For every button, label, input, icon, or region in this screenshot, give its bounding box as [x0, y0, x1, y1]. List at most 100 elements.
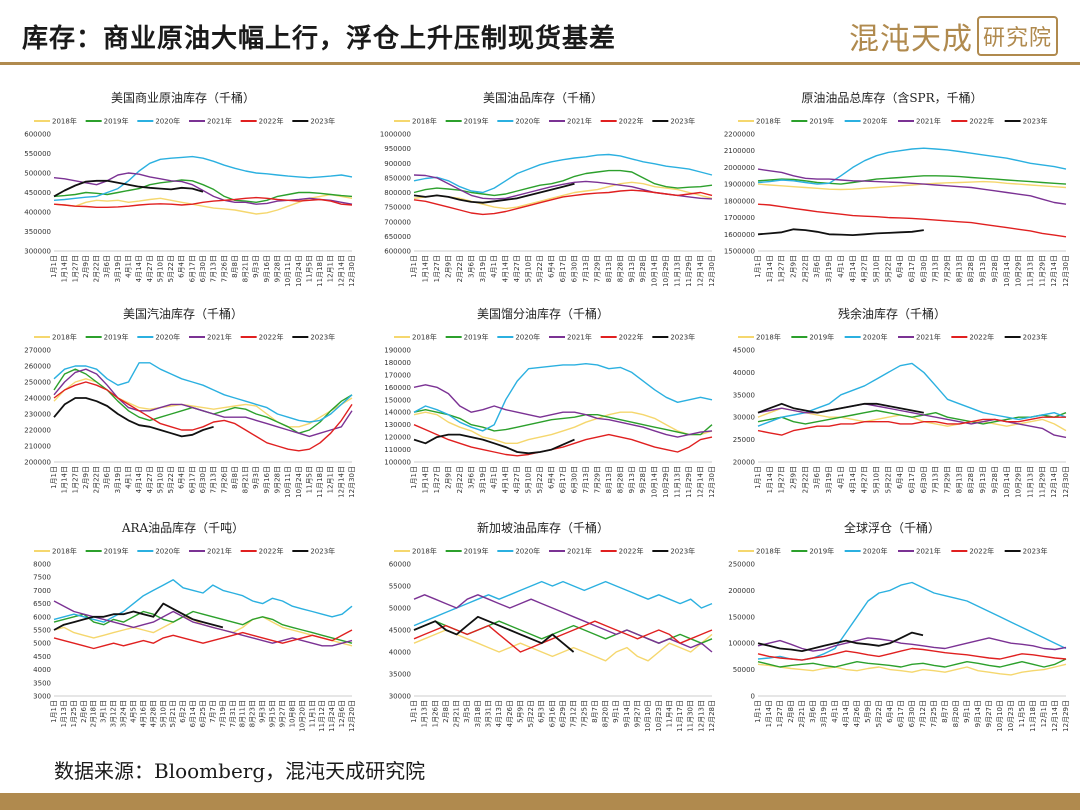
x-tick-label: 11月1日: [308, 700, 316, 727]
x-tick-label: 12月14日: [337, 466, 345, 498]
y-tick-label: 40000: [733, 369, 755, 377]
x-tick-label: 2月9日: [444, 255, 452, 278]
x-tick-label: 3月18日: [474, 700, 482, 727]
chart-svg: 美国商业原油库存（千桶） 2018年 2019年 2020年 2021年 2022年 202…: [24, 90, 356, 287]
legend-label: 2021年: [207, 333, 232, 342]
y-tick-label: 5000: [33, 640, 51, 648]
series-line: [757, 147, 1067, 185]
legend-label: 2020年: [155, 117, 180, 126]
x-tick-label: 7月13日: [210, 255, 218, 282]
series-line: [53, 600, 353, 647]
x-tick-label: 2月22日: [93, 466, 101, 493]
x-tick-label: 12月1日: [327, 255, 335, 282]
legend-label: 2019年: [104, 117, 129, 126]
x-tick-label: 8月7日: [941, 700, 949, 723]
x-tick-label: 4月26日: [853, 700, 861, 727]
x-tick-label: 9月28日: [991, 466, 999, 493]
series-line: [757, 409, 1067, 425]
y-tick-label: 400000: [24, 209, 51, 217]
x-tick-label: 3月19日: [479, 466, 487, 493]
series-line: [413, 580, 713, 627]
legend-label: 2020年: [863, 117, 888, 126]
x-tick-label: 10月14日: [651, 255, 659, 287]
x-tick-label: 12月14日: [1050, 255, 1058, 287]
x-tick-label: 8月28日: [967, 466, 975, 493]
x-tick-label: 5月22日: [167, 255, 175, 282]
chart-panel-5: 美国馏分油库存（千桶） 2018年 2019年 2020年 2021年 2022年 2023…: [368, 302, 718, 512]
x-tick-label: 3月31日: [485, 700, 493, 727]
x-tick-label: 6月4日: [178, 255, 186, 278]
legend-label: 2019年: [464, 333, 489, 342]
header-divider: [0, 62, 1080, 65]
x-tick-label: 1月14日: [766, 466, 774, 493]
series-line: [413, 620, 713, 653]
x-tick-label: 4月1日: [837, 466, 845, 489]
x-tick-label: 10月10日: [644, 700, 652, 732]
series-line: [757, 658, 1067, 668]
y-tick-label: 260000: [24, 363, 51, 371]
x-tick-label: 12月30日: [348, 466, 356, 498]
legend-label: 2022年: [619, 547, 644, 556]
x-tick-label: 3月6日: [103, 466, 111, 489]
x-tick-label: 9月13日: [628, 255, 636, 282]
x-tick-label: 4月14日: [135, 466, 143, 493]
x-tick-label: 1月25日: [70, 700, 78, 727]
x-tick-label: 6月30日: [570, 466, 578, 493]
x-tick-label: 1月14日: [421, 466, 429, 493]
chart-svg: 残余油库存（千桶） 2018年 2019年 2020年 2021年 2022年 2023年 4…: [733, 306, 1070, 498]
y-tick-label: 1000000: [380, 131, 411, 139]
x-tick-label: 5月10日: [156, 466, 164, 493]
x-tick-label: 9月27日: [985, 700, 993, 727]
legend-label: 2020年: [863, 333, 888, 342]
y-tick-label: 250000: [24, 379, 51, 387]
x-tick-label: 2月22日: [456, 255, 464, 282]
x-tick-label: 1月1日: [754, 466, 762, 489]
legend-label: 2021年: [567, 117, 592, 126]
x-tick-label: 9月1日: [963, 700, 971, 723]
x-tick-label: 12月28日: [708, 700, 716, 732]
footer-bar: [0, 793, 1080, 810]
x-tick-label: 11月4日: [665, 700, 673, 727]
x-tick-label: 3月6日: [813, 255, 821, 278]
x-tick-label: 2月9日: [790, 255, 798, 278]
x-tick-label: 9月28日: [639, 466, 647, 493]
y-tick-label: 6000: [33, 613, 51, 621]
x-tick-label: 5月22日: [536, 466, 544, 493]
series-line: [757, 175, 1067, 185]
y-tick-label: 50000: [733, 666, 755, 674]
x-tick-label: 8月21日: [242, 466, 250, 493]
x-tick-label: 9月15日: [269, 700, 277, 727]
chart-panel-9: 全球浮仓（千桶） 2018年 2019年 2020年 2021年 2022年 2023年 25…: [712, 516, 1072, 746]
x-tick-label: 3月6日: [809, 700, 817, 723]
x-tick-label: 1月27日: [776, 700, 784, 727]
chart-svg: 美国馏分油库存（千桶） 2018年 2019年 2020年 2021年 2022年 2023…: [384, 306, 716, 498]
legend-label: 2019年: [104, 547, 129, 556]
x-tick-label: 6月30日: [570, 255, 578, 282]
x-tick-label: 12月30日: [708, 255, 716, 287]
y-tick-label: 8000: [33, 561, 51, 569]
x-tick-label: 2月22日: [801, 255, 809, 282]
y-tick-label: 150000: [384, 396, 411, 404]
logo-seal: 研究院: [976, 16, 1058, 56]
x-tick-label: 6月17日: [559, 466, 567, 493]
x-tick-label: 9月27日: [634, 700, 642, 727]
series-line: [413, 153, 713, 194]
x-tick-label: 9月14日: [974, 700, 982, 727]
x-tick-label: 7月12日: [570, 700, 578, 727]
x-tick-label: 7月26日: [220, 466, 228, 493]
x-tick-label: 12月30日: [1062, 255, 1070, 287]
x-tick-label: 8月23日: [249, 700, 257, 727]
x-tick-label: 11月29日: [1038, 466, 1046, 498]
x-tick-label: 3月6日: [467, 255, 475, 278]
x-tick-label: 10月11日: [284, 255, 292, 287]
x-tick-label: 10月8日: [288, 700, 296, 727]
y-tick-label: 40000: [389, 649, 411, 657]
x-tick-label: 4月1日: [125, 466, 133, 489]
legend-label: 2018年: [412, 117, 437, 126]
x-tick-label: 2月6日: [80, 700, 88, 723]
x-tick-label: 5月22日: [167, 466, 175, 493]
x-tick-label: 6月4日: [548, 466, 556, 489]
y-tick-label: 6500: [33, 600, 51, 608]
x-tick-label: 1月26日: [431, 700, 439, 727]
x-tick-label: 8月13日: [955, 255, 963, 282]
